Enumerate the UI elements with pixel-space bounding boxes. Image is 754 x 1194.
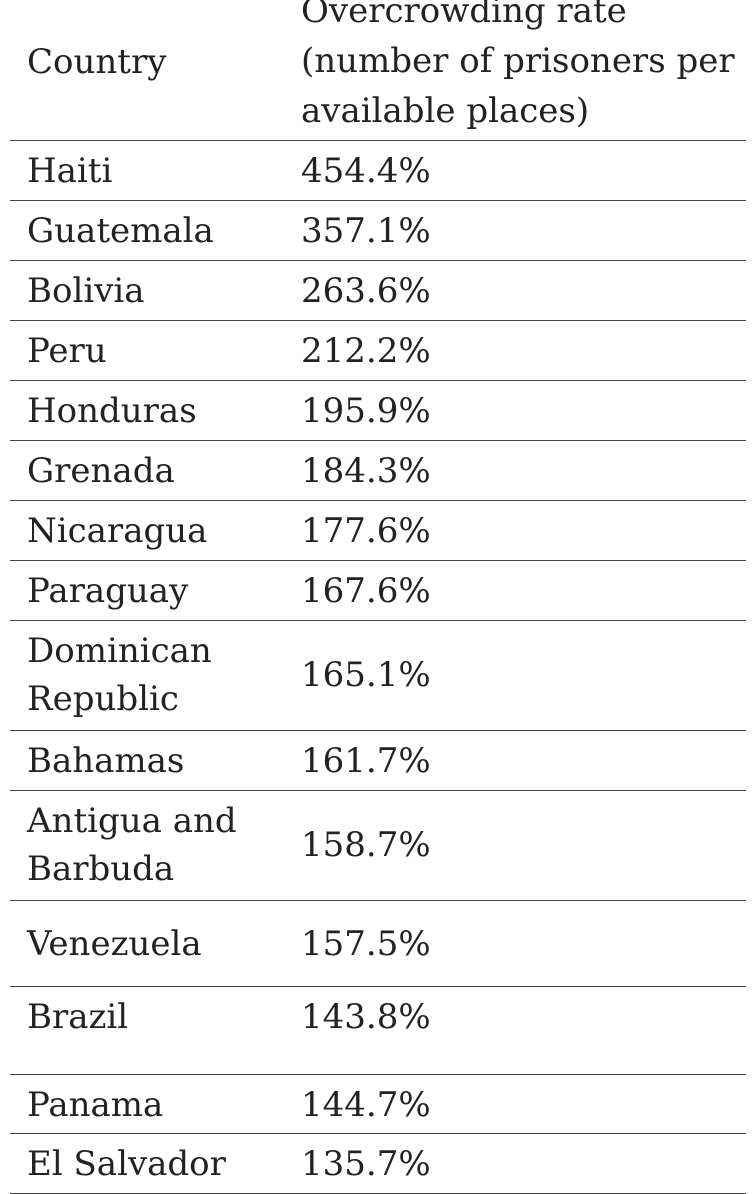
table-row: Panama 144.7% xyxy=(10,1075,746,1134)
rate-cell: 144.7% xyxy=(301,1085,431,1125)
header-rate: Overcrowding rate (number of prisoners p… xyxy=(301,0,735,131)
rate-cell: 177.6% xyxy=(301,511,431,551)
table-header: Country Overcrowding rate (number of pri… xyxy=(10,0,746,141)
country-cell: Peru xyxy=(27,331,107,371)
country-cell: Grenada xyxy=(27,451,175,491)
rate-cell: 212.2% xyxy=(301,331,431,371)
header-country: Country xyxy=(27,42,167,82)
country-cell: El Salvador xyxy=(27,1144,226,1184)
table-row: Paraguay 167.6% xyxy=(10,561,746,621)
table-row: Grenada 184.3% xyxy=(10,441,746,501)
country-cell: Guatemala xyxy=(27,211,214,251)
country-cell: Haiti xyxy=(27,151,113,191)
rate-cell: 158.7% xyxy=(301,825,431,865)
table-row: El Salvador 135.7% xyxy=(10,1134,746,1194)
table-row: Brazil 143.8% xyxy=(10,987,746,1075)
rate-cell: 263.6% xyxy=(301,271,431,311)
rate-cell: 454.4% xyxy=(301,151,431,191)
table-row: Guatemala 357.1% xyxy=(10,201,746,261)
table-row: Peru 212.2% xyxy=(10,321,746,381)
rate-cell: 357.1% xyxy=(301,211,431,251)
overcrowding-table: Country Overcrowding rate (number of pri… xyxy=(10,0,746,1194)
country-cell: Panama xyxy=(27,1085,164,1125)
table-row: Dominican Republic 165.1% xyxy=(10,621,746,731)
country-cell: Honduras xyxy=(27,391,197,431)
country-cell: Paraguay xyxy=(27,571,189,611)
table-row: Antigua and Barbuda 158.7% xyxy=(10,791,746,901)
country-cell: Nicaragua xyxy=(27,511,208,551)
rate-cell: 165.1% xyxy=(301,655,431,695)
country-cell: Bolivia xyxy=(27,271,145,311)
table-row: Venezuela 157.5% xyxy=(10,901,746,987)
table-row: Honduras 195.9% xyxy=(10,381,746,441)
table-row: Nicaragua 177.6% xyxy=(10,501,746,561)
rate-cell: 167.6% xyxy=(301,571,431,611)
rate-cell: 135.7% xyxy=(301,1144,431,1184)
rate-cell: 157.5% xyxy=(301,924,431,964)
rate-cell: 161.7% xyxy=(301,741,431,781)
country-cell: Venezuela xyxy=(27,924,202,964)
rate-cell: 195.9% xyxy=(301,391,431,431)
country-cell: Bahamas xyxy=(27,741,185,781)
country-cell: Brazil xyxy=(27,997,129,1037)
table-row: Haiti 454.4% xyxy=(10,141,746,201)
rate-cell: 184.3% xyxy=(301,451,431,491)
country-cell: Antigua and Barbuda xyxy=(27,801,237,889)
rate-cell: 143.8% xyxy=(301,997,431,1037)
table-row: Bolivia 263.6% xyxy=(10,261,746,321)
table-row: Bahamas 161.7% xyxy=(10,731,746,791)
country-cell: Dominican Republic xyxy=(27,631,212,719)
